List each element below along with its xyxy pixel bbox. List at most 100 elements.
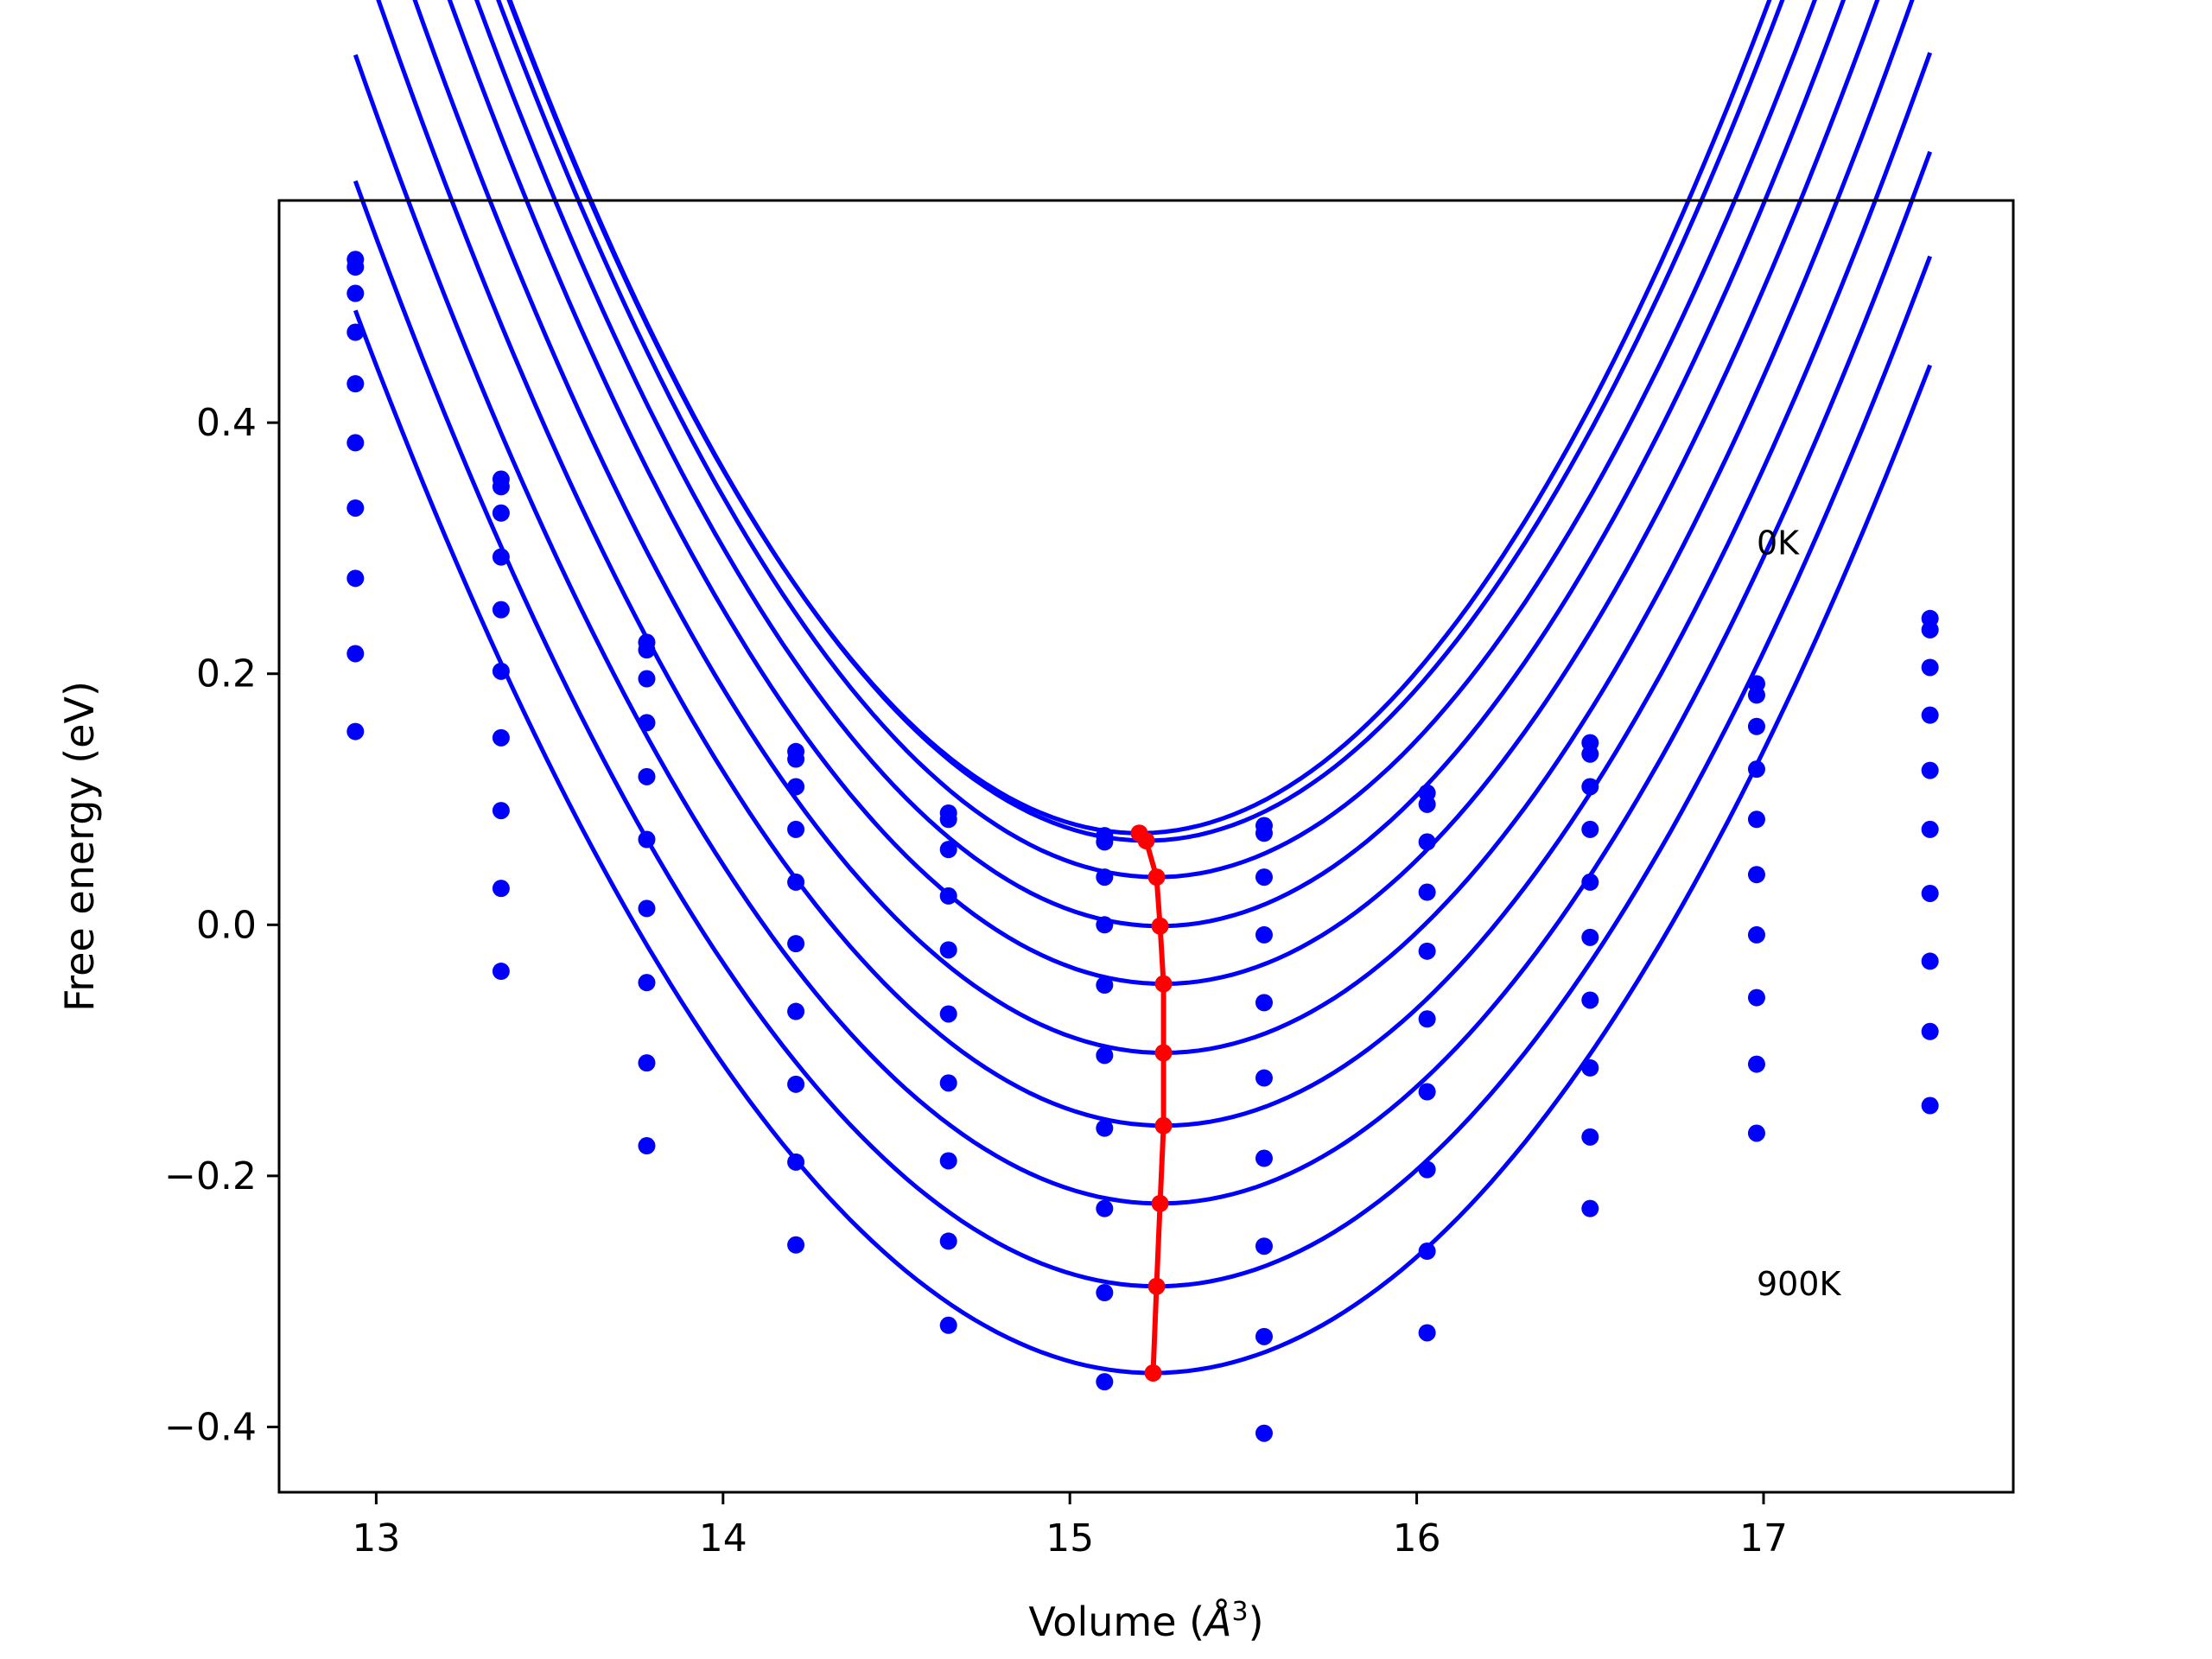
data-point-s4-4 [939, 941, 957, 959]
x-axis-label-suffix: ) [1249, 1599, 1264, 1645]
data-point-s9-3 [787, 1236, 805, 1254]
plot-frame [277, 199, 2015, 1494]
data-point-s9-7 [1418, 1324, 1436, 1342]
fit-curves [353, 0, 1933, 1376]
minimum-locus [1130, 824, 1173, 1382]
x-axis-label-unit: Å [1202, 1599, 1231, 1645]
data-point-s6-6 [1255, 1149, 1273, 1167]
data-point-s2-5 [1096, 868, 1114, 887]
data-point-s1-7 [1418, 795, 1436, 813]
data-point-s5-1 [492, 662, 510, 680]
data-point-s3-10 [1921, 706, 1939, 724]
data-point-s9-0 [346, 722, 365, 741]
data-point-s8-4 [939, 1232, 957, 1250]
data-point-s7-6 [1255, 1237, 1273, 1255]
data-point-s3-4 [939, 887, 957, 905]
data-point-s1-1 [492, 478, 510, 496]
data-point-s8-9 [1747, 1055, 1765, 1073]
x-tick-label-0: 13 [352, 1516, 400, 1560]
fit-curve-6 [376, 0, 1933, 1128]
data-point-s5-6 [1255, 1069, 1273, 1087]
data-point-s4-8 [1581, 873, 1599, 891]
minimum-point-3 [1151, 917, 1169, 935]
data-point-s7-1 [492, 802, 510, 820]
data-point-s7-9 [1747, 988, 1765, 1007]
annotation-1: 900K [1757, 1265, 1842, 1303]
data-point-s6-9 [1747, 925, 1765, 944]
data-point-s5-5 [1096, 1046, 1114, 1065]
data-point-s8-6 [1255, 1327, 1273, 1345]
data-point-s9-10 [1921, 1096, 1939, 1115]
data-point-s9-6 [1255, 1424, 1273, 1442]
data-point-s5-9 [1747, 866, 1765, 884]
minimum-point-4 [1154, 975, 1173, 993]
data-point-s6-0 [346, 499, 365, 517]
data-point-s2-3 [787, 778, 805, 796]
minimum-point-6 [1154, 1116, 1173, 1135]
fit-curve-2 [496, 0, 1817, 880]
data-point-s4-5 [1096, 976, 1114, 995]
minimum-point-8 [1147, 1277, 1166, 1295]
fit-curve-3 [474, 0, 1847, 929]
data-point-s2-7 [1418, 833, 1436, 851]
data-point-s7-5 [1096, 1199, 1114, 1217]
minimum-point-7 [1151, 1194, 1169, 1212]
data-point-s1-0 [346, 258, 365, 276]
data-point-s5-8 [1581, 928, 1599, 946]
data-point-s1-4 [939, 810, 957, 829]
fit-curve-0 [506, 0, 1772, 836]
minimum-point-5 [1154, 1044, 1173, 1062]
data-point-s8-7 [1418, 1243, 1436, 1261]
data-point-s5-0 [346, 434, 365, 452]
data-point-s4-1 [492, 601, 510, 619]
data-point-s8-0 [346, 645, 365, 663]
data-point-s8-5 [1096, 1283, 1114, 1301]
data-point-s4-10 [1921, 761, 1939, 779]
x-tick-label-2: 15 [1046, 1516, 1094, 1560]
data-point-s9-9 [1747, 1124, 1765, 1142]
x-tick-label-1: 14 [699, 1516, 747, 1560]
ticks-layer [267, 421, 1765, 1504]
data-point-s9-5 [1096, 1373, 1114, 1391]
fit-curve-7 [353, 54, 1933, 1206]
data-point-s8-1 [492, 880, 510, 898]
data-point-s2-8 [1581, 778, 1599, 796]
data-point-s3-9 [1747, 760, 1765, 779]
data-point-s3-2 [638, 714, 656, 732]
data-point-s4-0 [346, 375, 365, 393]
x-tick-label-4: 17 [1739, 1516, 1788, 1560]
data-point-s7-8 [1581, 1058, 1599, 1077]
data-point-s7-7 [1418, 1160, 1436, 1179]
data-point-s4-7 [1418, 942, 1436, 960]
data-point-s4-9 [1747, 810, 1765, 829]
data-point-s1-10 [1921, 620, 1939, 639]
x-axis-label: Volume (Å3) [1028, 1597, 1263, 1645]
data-point-s7-3 [787, 1075, 805, 1093]
data-point-s9-4 [939, 1316, 957, 1334]
fit-curve-1 [507, 0, 1785, 843]
y-tick-label-4: −0.4 [164, 1405, 257, 1449]
x-axis-label-prefix: Volume ( [1028, 1599, 1205, 1645]
data-point-s5-2 [638, 830, 656, 849]
data-point-s5-4 [939, 1005, 957, 1023]
data-point-s2-6 [1255, 868, 1273, 887]
data-point-s5-7 [1418, 1010, 1436, 1028]
minimum-locus-line [1137, 831, 1166, 1374]
data-point-s2-2 [638, 670, 656, 688]
data-point-s4-2 [638, 767, 656, 785]
fit-curve-5 [412, 0, 1915, 1056]
fit-curve-9 [353, 309, 1933, 1376]
minimum-point-2 [1147, 868, 1166, 887]
data-point-s1-2 [638, 641, 656, 659]
y-tick-label-0: 0.4 [196, 401, 257, 445]
y-tick-label-3: −0.2 [164, 1154, 257, 1198]
data-point-s6-2 [638, 899, 656, 918]
data-point-s2-4 [939, 841, 957, 859]
data-point-s2-10 [1921, 658, 1939, 677]
data-point-s5-10 [1921, 820, 1939, 838]
data-point-s8-3 [787, 1153, 805, 1171]
data-point-s6-7 [1418, 1083, 1436, 1101]
data-point-s3-0 [346, 323, 365, 341]
data-point-s1-6 [1255, 824, 1273, 842]
